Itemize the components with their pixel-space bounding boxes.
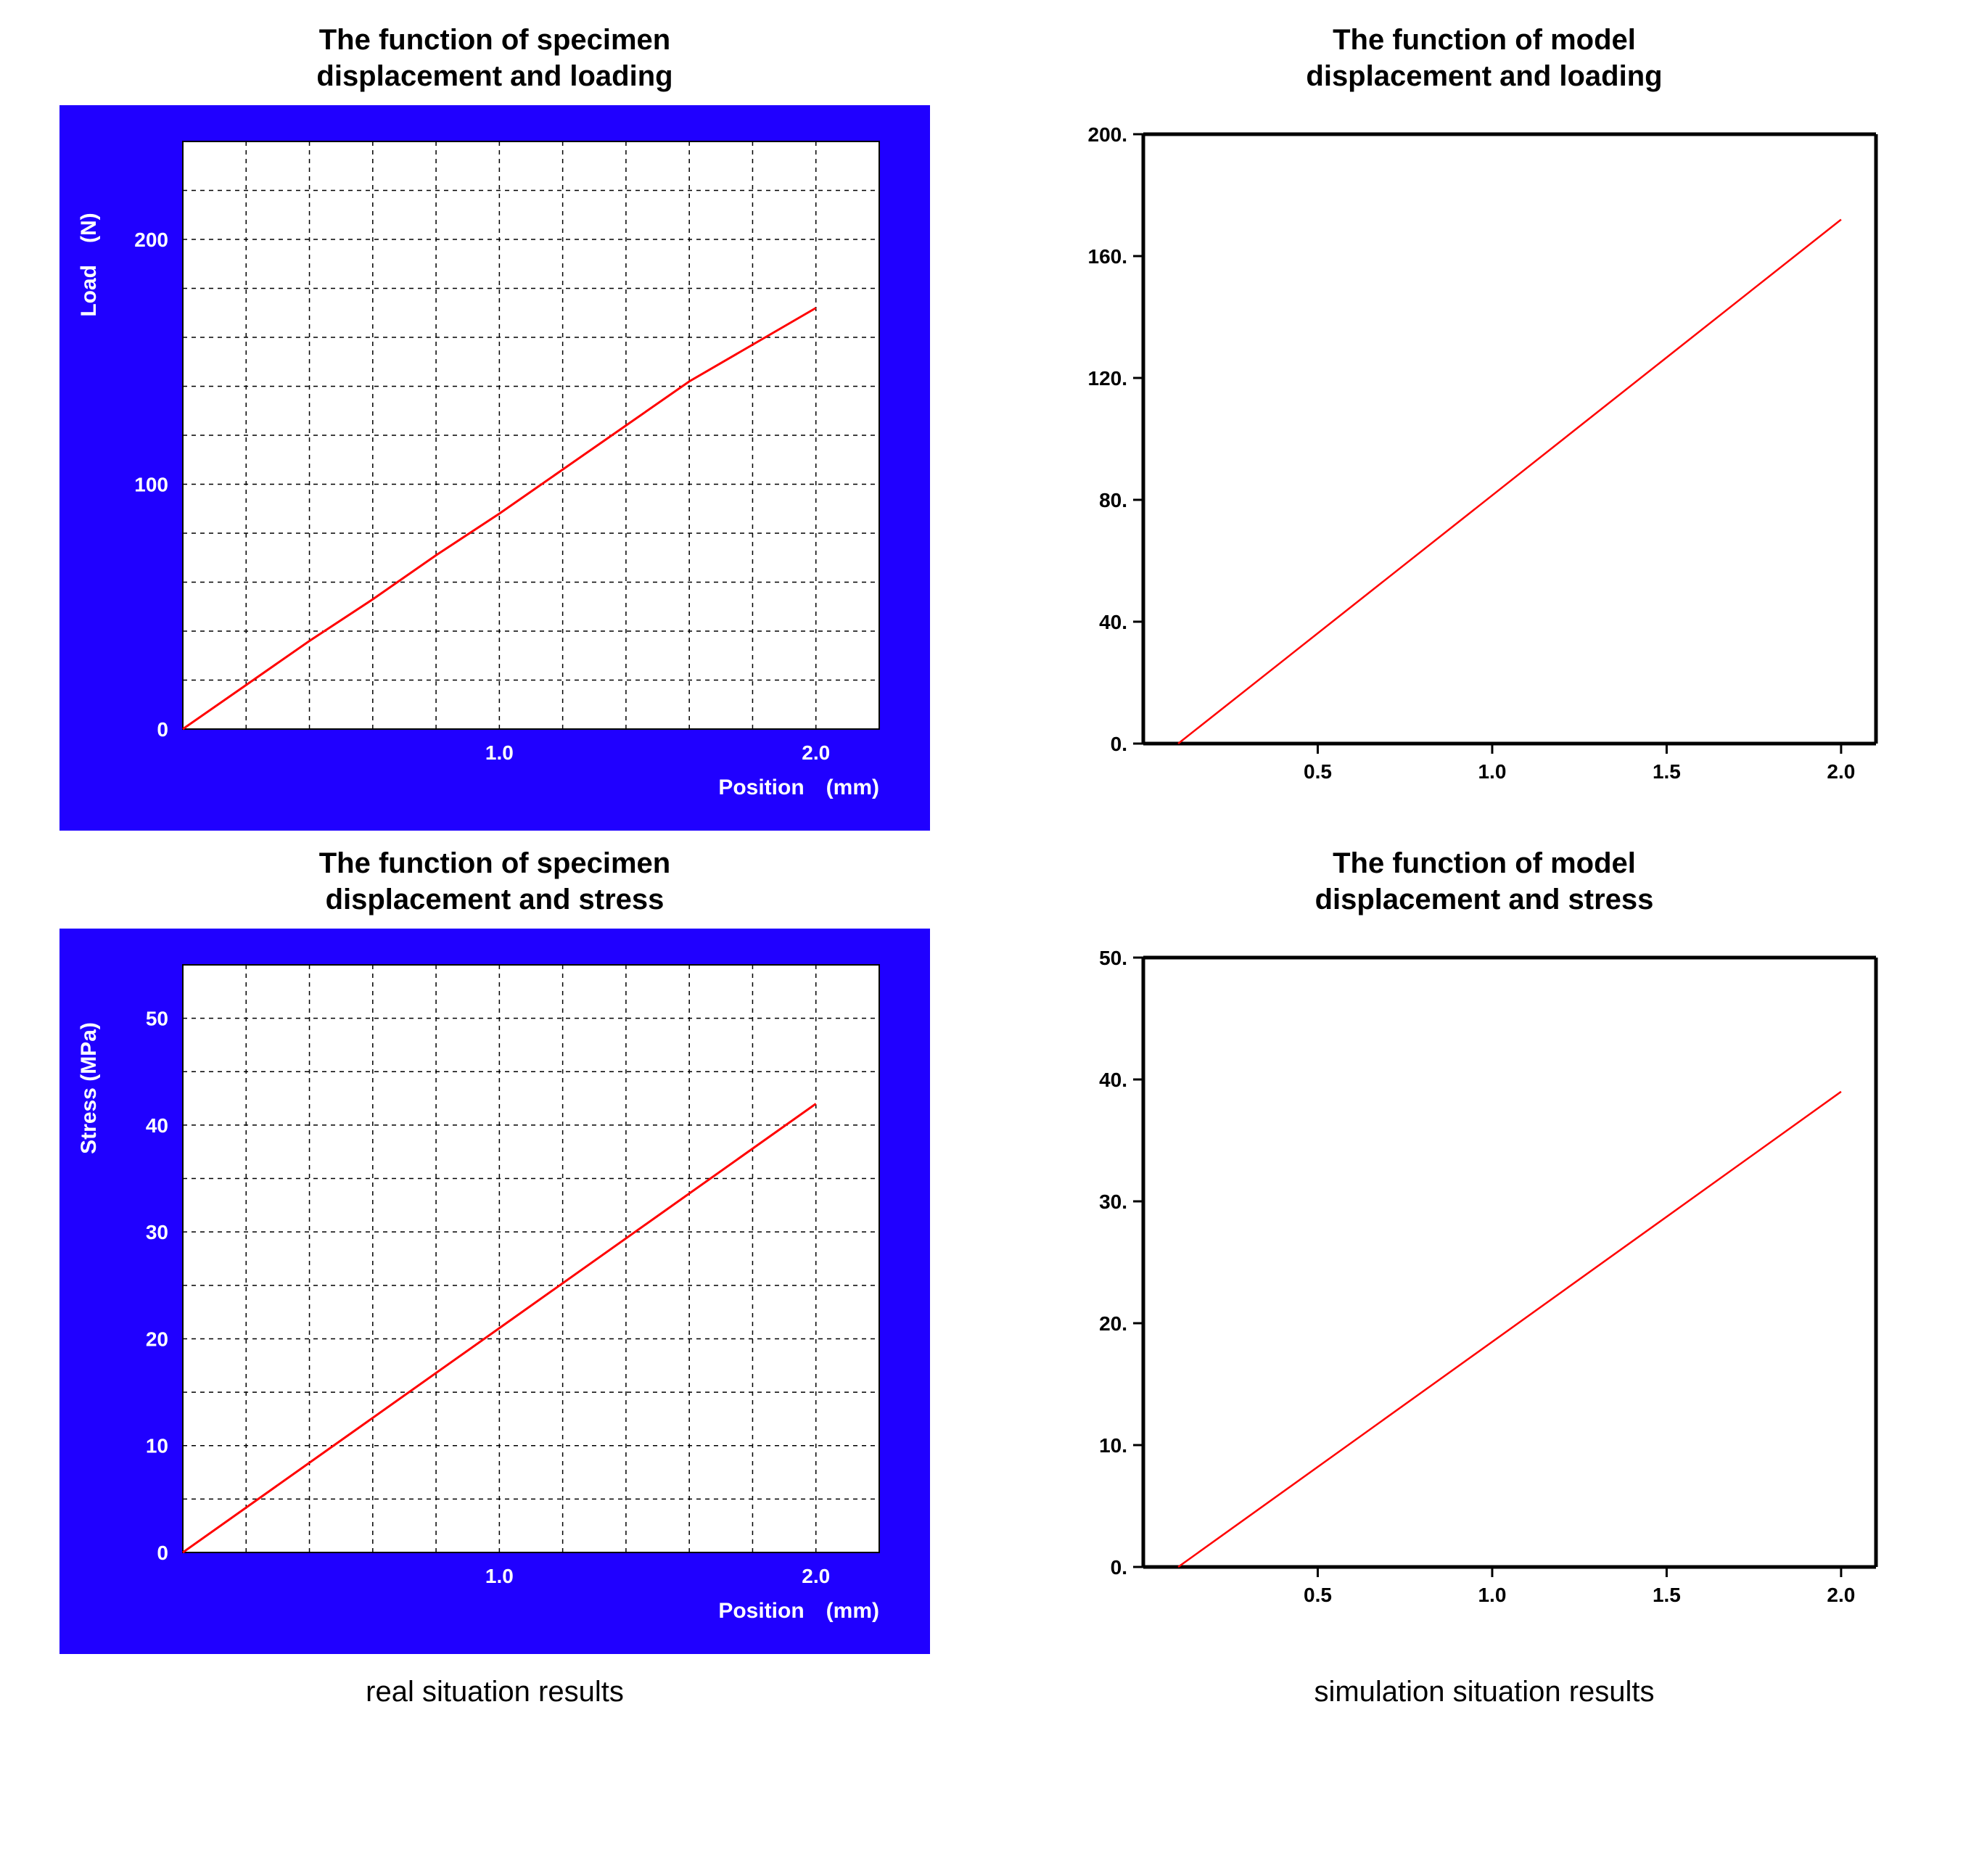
svg-text:Position (mm): Position (mm) [718, 1599, 879, 1623]
svg-text:30.: 30. [1099, 1190, 1127, 1213]
svg-text:10.: 10. [1099, 1434, 1127, 1457]
svg-text:120.: 120. [1088, 367, 1128, 390]
svg-text:1.0: 1.0 [1478, 760, 1506, 783]
svg-text:40.: 40. [1099, 611, 1127, 633]
model-load-cell: The function of modeldisplacement and lo… [1011, 22, 1957, 831]
svg-text:0.: 0. [1111, 1556, 1127, 1579]
svg-text:0: 0 [157, 718, 168, 741]
svg-text:1.0: 1.0 [485, 741, 514, 764]
svg-text:0: 0 [157, 1542, 168, 1564]
model-stress-title: The function of modeldisplacement and st… [1315, 845, 1654, 918]
specimen-load-title: The function of specimendisplacement and… [316, 22, 672, 94]
model-load-chart: 0. 40. 80. 120. 160. 200. 0.5 1.0 1.5 2.0 [1049, 105, 1920, 831]
svg-text:50.: 50. [1099, 947, 1127, 969]
svg-text:10: 10 [146, 1435, 168, 1457]
model-stress-cell: The function of modeldisplacement and st… [1011, 845, 1957, 1654]
left-column-caption: real situation results [22, 1676, 968, 1708]
chart-grid: The function of specimendisplacement and… [22, 22, 1957, 1708]
svg-text:20: 20 [146, 1328, 168, 1350]
svg-text:30: 30 [146, 1221, 168, 1243]
specimen-stress-cell: The function of specimendisplacement and… [22, 845, 968, 1654]
svg-text:40: 40 [146, 1114, 168, 1137]
svg-text:0.5: 0.5 [1304, 760, 1332, 783]
svg-text:2.0: 2.0 [802, 1565, 830, 1587]
svg-text:20.: 20. [1099, 1312, 1127, 1335]
svg-text:200: 200 [134, 229, 168, 251]
svg-text:200.: 200. [1088, 123, 1128, 146]
model-stress-chart: 0. 10. 20. 30. 40. 50. 0.5 1.0 1.5 2.0 [1049, 929, 1920, 1654]
svg-text:1.5: 1.5 [1653, 760, 1681, 783]
right-column-caption: simulation situation results [1011, 1676, 1957, 1708]
svg-text:Stress (MPa): Stress (MPa) [77, 1022, 101, 1154]
svg-text:40.: 40. [1099, 1069, 1127, 1091]
svg-text:160.: 160. [1088, 245, 1128, 268]
model-load-title: The function of modeldisplacement and lo… [1306, 22, 1662, 94]
svg-text:Load (N): Load (N) [77, 213, 101, 316]
svg-text:0.: 0. [1111, 733, 1127, 755]
svg-text:1.0: 1.0 [1478, 1584, 1506, 1606]
specimen-stress-chart: 0 10 20 30 40 50 1.0 2.0 Position (mm) Stress (MP… [59, 929, 930, 1654]
svg-text:2.0: 2.0 [1827, 1584, 1855, 1606]
svg-text:50: 50 [146, 1008, 168, 1030]
svg-text:1.5: 1.5 [1653, 1584, 1681, 1606]
svg-text:Position (mm): Position (mm) [718, 776, 879, 799]
svg-text:2.0: 2.0 [1827, 760, 1855, 783]
specimen-load-chart: 0 100 200 1.0 2.0 Position (mm) Load (N) [59, 105, 930, 831]
specimen-load-cell: The function of specimendisplacement and… [22, 22, 968, 831]
svg-text:100: 100 [134, 474, 168, 496]
svg-text:2.0: 2.0 [802, 741, 830, 764]
svg-text:1.0: 1.0 [485, 1565, 514, 1587]
svg-text:80.: 80. [1099, 489, 1127, 511]
specimen-stress-title: The function of specimendisplacement and… [319, 845, 670, 918]
svg-text:0.5: 0.5 [1304, 1584, 1332, 1606]
